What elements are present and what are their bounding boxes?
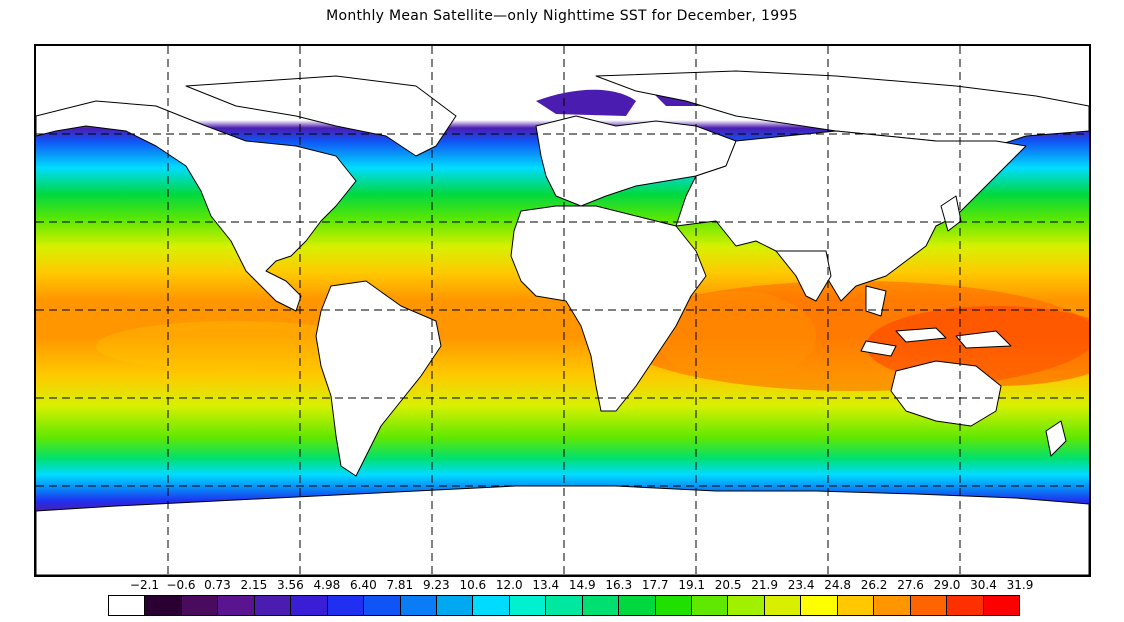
antarctica: [36, 485, 1089, 575]
colorbar-swatch: [764, 596, 802, 615]
colorbar-swatch: [181, 596, 219, 615]
colorbar-swatch: [728, 596, 765, 615]
colorbar-tick-label: 23.4: [787, 578, 815, 592]
colorbar-tick-label: 20.5: [714, 578, 742, 592]
arctic-sea: [536, 89, 636, 116]
greenland-arctic-canada: [185, 75, 457, 157]
india: [775, 250, 832, 302]
colorbar-swatch: [109, 596, 146, 615]
colorbar-tick-label: 29.0: [933, 578, 961, 592]
colorbar-tick-label: 4.98: [313, 578, 341, 592]
europe: [535, 115, 737, 207]
colorbar-tick-label: 31.9: [1006, 578, 1034, 592]
colorbar-tick-label: 24.8: [824, 578, 851, 592]
colorbar-tick-labels: −2.1 −0.6 0.73 2.15 3.56 4.98 6.40 7.81 9.23 10.6…: [0, 578, 1124, 594]
borneo: [895, 327, 947, 343]
indo-pacific-warm-pool: [616, 281, 1089, 391]
south-america: [315, 280, 442, 477]
north-america: [36, 100, 357, 312]
sst-map: [34, 44, 1091, 577]
colorbar-tick-label: 27.6: [897, 578, 924, 592]
colorbar-swatch: [983, 596, 1019, 615]
colorbar-tick-label: 0.73: [204, 578, 231, 592]
east-pacific-cold-tongue: [96, 321, 376, 371]
colorbar-tick-label: 19.1: [678, 578, 706, 592]
colorbar-tick-label: 14.9: [568, 578, 596, 592]
colorbar-swatch: [874, 596, 911, 615]
colorbar-tick-label: 9.23: [422, 578, 450, 592]
colorbar-swatch: [947, 596, 984, 615]
australia: [890, 360, 1002, 427]
sst-map-canvas: [36, 46, 1089, 575]
landmasses: [36, 70, 1089, 575]
colorbar-swatch: [400, 596, 437, 615]
colorbar-swatch: [436, 596, 474, 615]
colorbar-swatch: [655, 596, 692, 615]
colorbar-tick-label: 16.3: [605, 578, 633, 592]
colorbar-swatch: [327, 596, 365, 615]
colorbar-tick-label: −2.1: [129, 578, 160, 592]
colorbar-tick-label: 26.2: [860, 578, 888, 592]
colorbar-tick-label: 12.0: [495, 578, 523, 592]
colorbar-swatch: [291, 596, 328, 615]
colorbar-swatch: [619, 596, 656, 615]
colorbar-tick-label: 13.4: [532, 578, 560, 592]
colorbar-swatch: [837, 596, 875, 615]
colorbar-swatch: [910, 596, 948, 615]
colorbar-swatch: [145, 596, 182, 615]
colorbar-swatch: [218, 596, 255, 615]
colorbar-swatch: [582, 596, 620, 615]
colorbar-tick-label: 7.81: [386, 578, 414, 592]
colorbar-swatch: [364, 596, 401, 615]
colorbar-tick-label: −0.6: [166, 578, 196, 592]
colorbar-tick-label: 17.7: [641, 578, 669, 592]
new-zealand: [1045, 420, 1067, 457]
colorbar-tick-label: 2.15: [240, 578, 268, 592]
colorbar-swatch: [546, 596, 583, 615]
sumatra-java: [860, 340, 897, 357]
colorbar-swatch: [801, 596, 838, 615]
colorbar-swatch: [473, 596, 510, 615]
colorbar: [108, 595, 1020, 616]
map-title: Monthly Mean Satellite—only Nighttime SS…: [326, 8, 798, 24]
new-guinea: [955, 330, 1012, 349]
colorbar-swatch: [254, 596, 292, 615]
colorbar-tick-label: 6.40: [350, 578, 377, 592]
indochina: [865, 285, 887, 317]
colorbar-swatch: [692, 596, 729, 615]
colorbar-tick-label: 30.4: [970, 578, 997, 592]
colorbar-swatch: [509, 596, 547, 615]
siberia-arctic: [595, 70, 1089, 147]
graticule: [36, 46, 1089, 575]
colorbar-tick-label: 3.56: [277, 578, 304, 592]
colorbar-tick-label: 10.6: [459, 578, 487, 592]
colorbar-tick-label: 21.9: [751, 578, 778, 592]
